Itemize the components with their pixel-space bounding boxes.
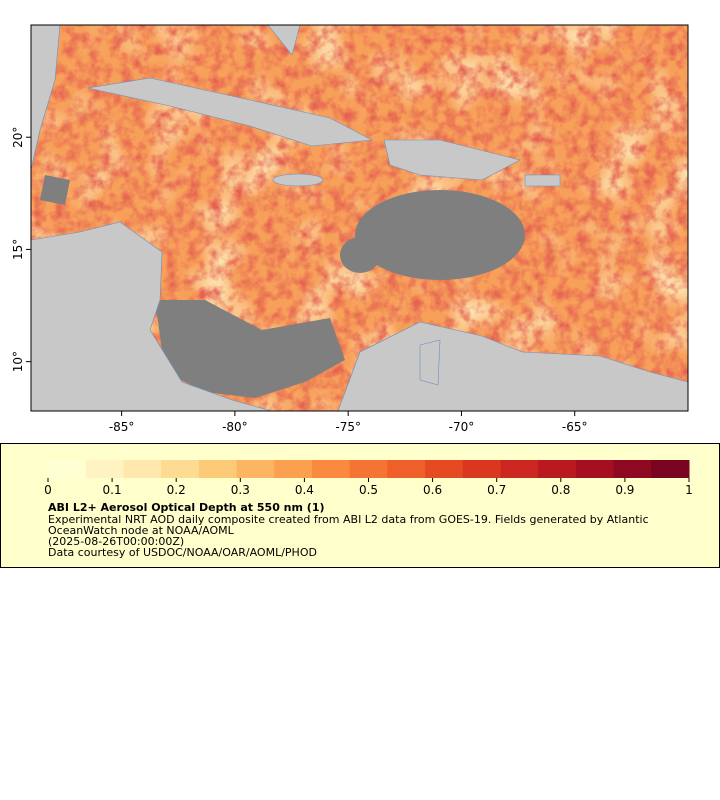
colorbar-segment xyxy=(575,460,615,478)
colorbar-segment xyxy=(425,460,464,478)
colorbar-tick-label: 0.1 xyxy=(103,483,122,494)
x-tick-label: -70° xyxy=(449,420,475,434)
colorbar-segment xyxy=(349,460,388,478)
colorbar-tick-label: 0.5 xyxy=(359,483,378,494)
colorbar-tick-label: 0.3 xyxy=(231,483,250,494)
colorbar-segment xyxy=(500,460,539,478)
colorbar-tick-label: 0 xyxy=(44,483,52,494)
colorbar-tick-label: 0.4 xyxy=(295,483,314,494)
colorbar-tick-label: 1 xyxy=(685,483,693,494)
colorbar-segment xyxy=(462,460,501,478)
colorbar-segment xyxy=(161,460,200,478)
colorbar-tick-label: 0.2 xyxy=(167,483,186,494)
land xyxy=(31,25,688,411)
colorbar-segment xyxy=(651,460,690,478)
legend: 0 0.1 0.2 0.3 0.4 0.5 0.6 0.7 0.8 0.9 1 ABI L2+ Ae… xyxy=(0,443,720,568)
colorbar-segment xyxy=(311,460,351,478)
y-tick-label: 10° xyxy=(11,351,25,372)
map-raster xyxy=(31,25,688,411)
colorbar-segment xyxy=(387,460,426,478)
y-tick-label: 15° xyxy=(11,239,25,260)
x-tick-label: -85° xyxy=(109,420,135,434)
colorbar-segment xyxy=(198,460,238,478)
colorbar-segment xyxy=(85,460,124,478)
x-tick-label: -75° xyxy=(335,420,361,434)
legend-title: ABI L2+ Aerosol Optical Depth at 550 nm … xyxy=(48,501,325,514)
x-tick-label: -80° xyxy=(222,420,248,434)
y-tick-label: 20° xyxy=(11,127,25,148)
map-frame xyxy=(30,24,689,412)
colorbar-segment xyxy=(236,460,275,478)
legend-time: (2025-08-26T00:00:00Z) xyxy=(48,535,185,548)
colorbar-segment xyxy=(613,460,652,478)
x-tick-label: -65° xyxy=(562,420,588,434)
colorbar-segment xyxy=(538,460,577,478)
colorbar-tick-label: 0.7 xyxy=(487,483,506,494)
colorbar-segment xyxy=(274,460,313,478)
colorbar-tick-label: 0.6 xyxy=(423,483,442,494)
colorbar-segment xyxy=(48,460,87,478)
colorbar-segment xyxy=(123,460,162,478)
colorbar-tick-label: 0.8 xyxy=(551,483,570,494)
legend-description: Experimental NRT AOD daily composite cre… xyxy=(48,513,649,537)
legend-credit: Data courtesy of USDOC/NOAA/OAR/AOML/PHO… xyxy=(48,546,317,559)
colorbar: 0 0.1 0.2 0.3 0.4 0.5 0.6 0.7 0.8 0.9 1 xyxy=(44,460,693,494)
map: -85° -80° -75° -70° -65° 10° 15° 20° xyxy=(11,24,689,434)
colorbar-tick-label: 0.9 xyxy=(615,483,634,494)
